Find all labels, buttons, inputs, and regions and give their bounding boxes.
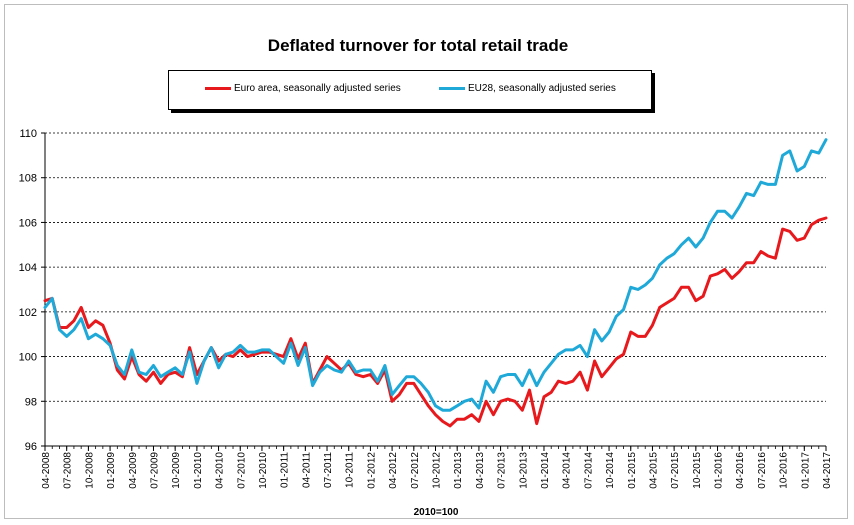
x-axis-title: 2010=100 [414,507,459,518]
x-tick-label: 04-2010 [215,452,226,489]
series-line-eu28 [43,138,828,412]
x-tick-label: 07-2012 [410,452,421,489]
x-tick-label: 04-2009 [128,452,139,489]
legend-entry-euro-area: Euro area, seasonally adjusted series [205,83,401,94]
x-tick-label: 10-2015 [692,452,703,489]
x-tick-label: 07-2010 [236,452,247,489]
x-tick-label: 04-2015 [648,452,659,489]
series-lines [43,138,828,428]
x-tick-label: 04-2013 [475,452,486,489]
x-tick-label: 07-2016 [757,452,768,489]
y-tick-label: 102 [19,307,37,319]
x-tick-label: 01-2014 [540,452,551,489]
x-tick-label: 10-2012 [432,452,443,489]
x-tick-label: 07-2014 [583,452,594,489]
legend-swatch-eu28 [439,86,465,90]
x-tick-label: 04-2017 [822,452,833,489]
legend-label-eu28: EU28, seasonally adjusted series [468,83,616,94]
x-tick-label: 04-2008 [41,452,52,489]
x-tick-label: 10-2009 [171,452,182,489]
y-axis-ticks: 96 98 100 102 104 106 108 110 [19,128,45,453]
x-tick-label: 10-2011 [345,452,356,488]
x-tick-label: 07-2009 [149,452,160,489]
x-axis-ticks: 04-2008 07-2008 10-2008 01-2009 04-2009 07-20… [41,446,833,489]
y-tick-label: 108 [19,173,37,185]
y-tick-label: 104 [19,262,37,274]
x-tick-label: 01-2015 [627,452,638,489]
x-tick-label: 01-2016 [714,452,725,489]
chart-title: Deflated turnover for total retail trade [267,36,569,55]
x-tick-label: 04-2011 [301,452,312,488]
legend-swatch-euro-area [205,86,231,90]
x-tick-label: 07-2011 [323,452,334,488]
x-tick-label: 07-2015 [670,452,681,489]
y-tick-label: 106 [19,217,37,229]
x-tick-label: 10-2008 [84,452,95,489]
gridlines [45,132,826,402]
x-tick-label: 04-2016 [735,452,746,489]
x-tick-label: 10-2016 [779,452,790,489]
x-tick-label: 01-2011 [280,452,291,488]
y-tick-label: 98 [25,396,37,408]
series-line-euro-area [43,216,828,428]
x-tick-label: 01-2017 [800,452,811,489]
axes [44,133,826,447]
x-tick-label: 01-2010 [193,452,204,489]
x-tick-label: 10-2013 [518,452,529,489]
x-tick-label: 07-2008 [63,452,74,489]
x-tick-label: 04-2012 [388,452,399,489]
chart-legend: Euro area, seasonally adjusted series EU… [168,70,652,110]
x-tick-label: 07-2013 [497,452,508,489]
x-tick-label: 01-2009 [106,452,117,489]
y-tick-label: 110 [19,128,37,140]
chart-frame [4,4,848,519]
legend-label-euro-area: Euro area, seasonally adjusted series [234,83,401,94]
x-tick-label: 10-2010 [258,452,269,489]
x-tick-label: 01-2013 [453,452,464,489]
x-tick-label: 01-2012 [366,452,377,489]
x-tick-label: 10-2014 [605,452,616,489]
y-tick-label: 96 [25,441,37,453]
legend-entry-eu28: EU28, seasonally adjusted series [439,83,616,94]
x-tick-label: 04-2014 [562,452,573,489]
y-tick-label: 100 [19,352,37,364]
